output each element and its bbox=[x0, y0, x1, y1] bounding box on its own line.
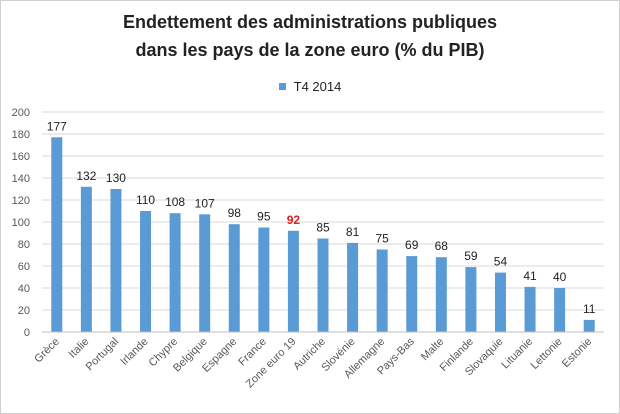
data-label: 69 bbox=[405, 238, 419, 252]
bar bbox=[317, 238, 329, 332]
data-label: 92 bbox=[287, 213, 301, 227]
bar bbox=[287, 230, 299, 332]
bar bbox=[406, 256, 418, 332]
data-label: 85 bbox=[316, 221, 330, 235]
bar bbox=[376, 249, 388, 332]
bar bbox=[494, 272, 506, 332]
data-label: 110 bbox=[136, 193, 155, 207]
legend-label: T4 2014 bbox=[293, 79, 342, 94]
chart-title-line-2: dans les pays de la zone euro (% du PIB) bbox=[135, 40, 485, 60]
bar bbox=[199, 214, 211, 332]
x-tick-label: Estonie bbox=[560, 336, 594, 370]
data-label: 40 bbox=[553, 270, 567, 284]
data-label: 98 bbox=[228, 206, 242, 220]
y-tick-label: 60 bbox=[18, 261, 30, 273]
legend: T4 2014 bbox=[0, 79, 620, 94]
data-label: 107 bbox=[195, 196, 215, 210]
bar bbox=[51, 137, 63, 332]
bar bbox=[140, 211, 152, 332]
chart-title: Endettement des administrations publique… bbox=[0, 8, 620, 64]
bar bbox=[435, 257, 447, 332]
legend-swatch bbox=[278, 83, 286, 91]
data-label: 95 bbox=[257, 210, 271, 224]
data-label: 177 bbox=[47, 119, 67, 133]
x-tick-label: Lettonie bbox=[529, 336, 565, 372]
y-tick-label: 200 bbox=[12, 107, 30, 119]
x-tick-label: Malte bbox=[419, 336, 447, 364]
bar bbox=[110, 189, 122, 332]
bar bbox=[554, 288, 566, 332]
x-tick-label: Portugal bbox=[84, 336, 121, 373]
data-label: 81 bbox=[346, 225, 360, 239]
y-tick-label: 100 bbox=[12, 217, 30, 229]
bar bbox=[169, 213, 181, 332]
bar bbox=[80, 186, 92, 332]
data-label: 68 bbox=[435, 239, 449, 253]
data-label: 54 bbox=[494, 255, 508, 269]
bar bbox=[228, 224, 240, 332]
x-tick-label: Irlande bbox=[118, 336, 150, 368]
x-tick-label: Grèce bbox=[32, 336, 62, 366]
bar bbox=[524, 286, 536, 332]
data-label: 11 bbox=[583, 302, 596, 316]
y-tick-label: 40 bbox=[18, 283, 30, 295]
data-label: 59 bbox=[464, 249, 478, 263]
data-label: 75 bbox=[375, 232, 389, 246]
y-tick-label: 140 bbox=[12, 173, 30, 185]
y-tick-label: 0 bbox=[24, 327, 30, 339]
y-tick-label: 80 bbox=[18, 239, 30, 251]
bar bbox=[258, 227, 270, 332]
data-label: 41 bbox=[523, 269, 537, 283]
y-tick-label: 180 bbox=[12, 129, 30, 141]
data-label: 132 bbox=[76, 169, 96, 183]
y-tick-label: 160 bbox=[12, 151, 30, 163]
data-label: 130 bbox=[106, 171, 126, 185]
x-tick-label: Lituanie bbox=[499, 336, 535, 372]
bar bbox=[347, 242, 359, 332]
data-label: 108 bbox=[165, 195, 185, 209]
y-tick-label: 120 bbox=[12, 195, 30, 207]
bar bbox=[465, 267, 477, 332]
bar bbox=[583, 319, 595, 332]
y-tick-label: 20 bbox=[18, 305, 30, 317]
chart-title-line-1: Endettement des administrations publique… bbox=[122, 12, 498, 32]
x-tick-label: Italie bbox=[67, 336, 92, 361]
